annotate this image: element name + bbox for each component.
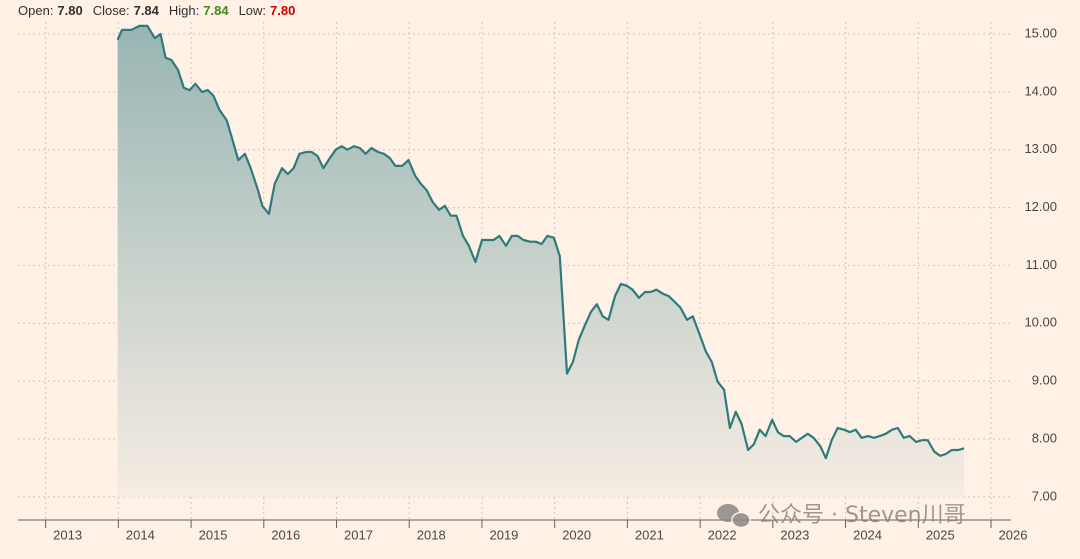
watermark: 公众号 · Steven川哥	[758, 503, 966, 528]
stat-label: High:	[168, 3, 200, 18]
x-tick-label: 2024	[853, 527, 882, 542]
x-tick-label: 2021	[635, 527, 664, 542]
x-tick-label: 2017	[344, 527, 373, 542]
stat-label: Open:	[18, 3, 54, 18]
stat-value: 7.80	[57, 3, 83, 18]
x-tick-label: 2016	[271, 527, 300, 542]
price-line	[116, 24, 965, 460]
y-tick-label: 10.00	[1024, 315, 1057, 330]
y-tick-label: 15.00	[1024, 25, 1057, 40]
y-tick-label: 8.00	[1032, 430, 1057, 445]
x-tick-label: 2019	[489, 527, 518, 542]
x-tick-label: 2026	[999, 527, 1028, 542]
area-fill	[117, 25, 965, 497]
stats-bar: Open: 7.80 Close: 7.84 High: 7.84 Low: 7.80	[18, 3, 295, 18]
y-tick-label: 12.00	[1024, 199, 1057, 214]
stat-value: 7.80	[270, 3, 296, 18]
watermark-group: 公众号 · Steven川哥	[717, 503, 966, 529]
y-tick-label: 7.00	[1032, 488, 1057, 503]
x-tick-label: 2014	[126, 527, 155, 542]
x-tick-label: 2015	[199, 527, 228, 542]
y-tick-label: 9.00	[1032, 373, 1057, 388]
x-tick-label: 2025	[926, 527, 955, 542]
y-tick-label: 13.00	[1024, 141, 1057, 156]
plot	[116, 24, 965, 497]
x-tick-label: 2023	[780, 527, 809, 542]
y-tick-label: 14.00	[1024, 83, 1057, 98]
stat-value: 7.84	[133, 3, 159, 18]
wechat-icon	[731, 511, 751, 529]
x-tick-label: 2018	[417, 527, 446, 542]
stat-label: Low:	[238, 3, 267, 18]
stat-value: 7.84	[203, 3, 229, 18]
stat-label: Close:	[92, 3, 130, 18]
y-tick-label: 11.00	[1025, 257, 1057, 272]
x-tick-label: 2013	[53, 527, 82, 542]
x-tick-label: 2022	[708, 527, 737, 542]
x-tick-label: 2020	[562, 527, 591, 542]
